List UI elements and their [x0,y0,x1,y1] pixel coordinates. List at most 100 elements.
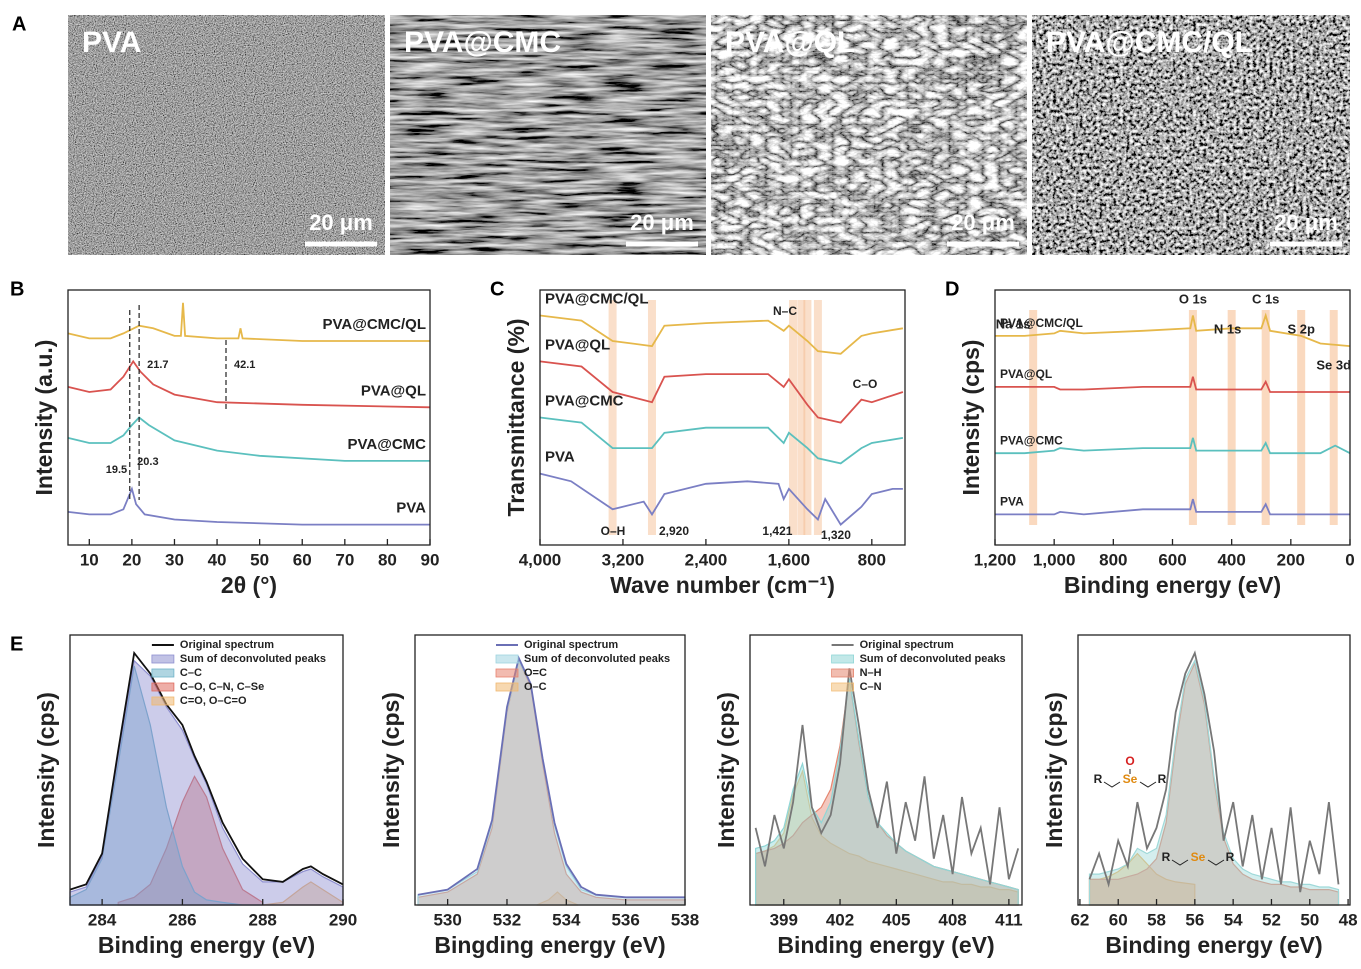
x-tick-label: 532 [493,910,521,929]
x-tick-label: 200 [1277,550,1305,569]
peak-label: 42.1 [234,359,255,371]
x-tick-label: 286 [168,910,196,929]
scale-bar-label: 20 μm [630,210,694,235]
highlight-band [1261,310,1270,525]
y-axis-label: Intensity (a.u.) [31,340,57,496]
y-axis-label: Intensity (cps) [378,692,404,848]
legend-swatch [495,682,519,692]
x-tick-label: 10 [80,550,99,569]
x-tick-label: 411 [995,910,1022,929]
series-line [539,314,904,355]
structure-atom: R [1158,772,1167,786]
highlight-band [797,300,806,535]
y-axis-label: Intensity (cps) [713,692,739,848]
series-label: PVA@QL [1000,367,1052,381]
legend-label: Original spectrum [180,639,274,651]
legend-label: C–O, C–N, C–Se [180,681,264,693]
panel-label: C [490,278,504,300]
x-tick-label: 60 [1109,910,1128,929]
x-tick-label: 1,200 [974,550,1017,569]
x-tick-label: 62 [1070,910,1089,929]
peak-label: 19.5 [106,464,127,476]
legend-label: Sum of deconvoluted peaks [524,653,670,665]
x-tick-label: 30 [165,550,184,569]
structure-bond [1207,859,1225,866]
panel-label: A [12,13,26,35]
annotation: O–H [601,524,626,538]
legend-swatch [151,696,175,706]
x-tick-label: 288 [249,910,277,929]
axes-frame [414,634,686,906]
x-tick-label: 70 [335,550,354,569]
series-line [1088,650,1340,893]
highlight-band [1188,310,1197,525]
series-label: PVA@CMC [1000,433,1063,447]
series-line [755,678,1019,906]
legend-label: C=O, O–C=O [180,695,247,707]
axes-frame [539,289,906,546]
x-tick-label: 52 [1262,910,1281,929]
scale-bar-label: 20 μm [309,210,373,235]
peak-label: 21.7 [147,359,168,371]
x-tick-label: 405 [882,910,910,929]
sem-image [711,15,1027,255]
x-tick-label: 402 [826,910,854,929]
highlight-band [1029,310,1038,525]
scale-bar-label: 20 μm [951,210,1015,235]
legend-label: Original spectrum [860,639,954,651]
series-line [995,437,1351,455]
series-line [539,416,904,465]
x-tick-label: 1,000 [1033,550,1076,569]
series-line [67,302,430,342]
series-line [1088,659,1340,906]
legend-label: O–C [524,681,547,693]
highlight-band [1329,310,1338,525]
panel-label: B [10,278,24,300]
structure-atom: O [1125,754,1134,768]
sem-image [1032,15,1350,255]
legend-label: O=C [524,667,547,679]
image-title: PVA [82,26,141,59]
series-line [995,376,1350,393]
axes-frame [749,634,1023,906]
series-line [754,668,1020,885]
structure-atom: Se [1191,850,1206,864]
x-tick-label: 284 [88,910,117,929]
x-tick-label: 80 [378,550,397,569]
series-label: PVA [396,500,426,517]
x-tick-label: 4,000 [519,550,562,569]
x-axis-label: Binding energy (eV) [98,932,315,958]
structure-bond [1171,859,1189,866]
x-tick-label: 530 [433,910,461,929]
x-tick-label: 1,600 [768,550,811,569]
x-tick-label: 90 [421,550,440,569]
highlight-band [803,300,812,535]
x-tick-label: 400 [1217,550,1245,569]
scale-bar-label: 20 μm [1274,210,1338,235]
x-axis-label: Binding energy (eV) [1064,572,1281,598]
series-line [417,658,686,906]
series-line [755,769,1019,906]
legend-label: C–C [180,667,202,679]
x-tick-label: 50 [250,550,269,569]
axes-frame [69,634,344,906]
peak-label: Se 3d [1316,357,1351,372]
legend-label: Sum of deconvoluted peaks [180,653,326,665]
x-tick-label: 20 [122,550,141,569]
series-line [417,655,685,899]
series-label: PVA@CMC/QL [1000,316,1083,330]
x-axis-label: Binding energy (eV) [1105,932,1322,958]
peak-label: O 1s [1179,291,1207,306]
series-line [995,498,1350,516]
series-line [69,650,344,891]
highlight-band [789,300,798,535]
series-line [539,360,904,424]
highlight-band [1227,310,1236,525]
series-label: PVA [545,449,575,466]
legend-swatch [495,654,519,664]
series-line [67,416,430,462]
legend-swatch [831,654,854,664]
series-line [995,312,1351,347]
legend-label: Sum of deconvoluted peaks [860,653,1006,665]
series-label: PVA@CMC/QL [545,290,649,307]
